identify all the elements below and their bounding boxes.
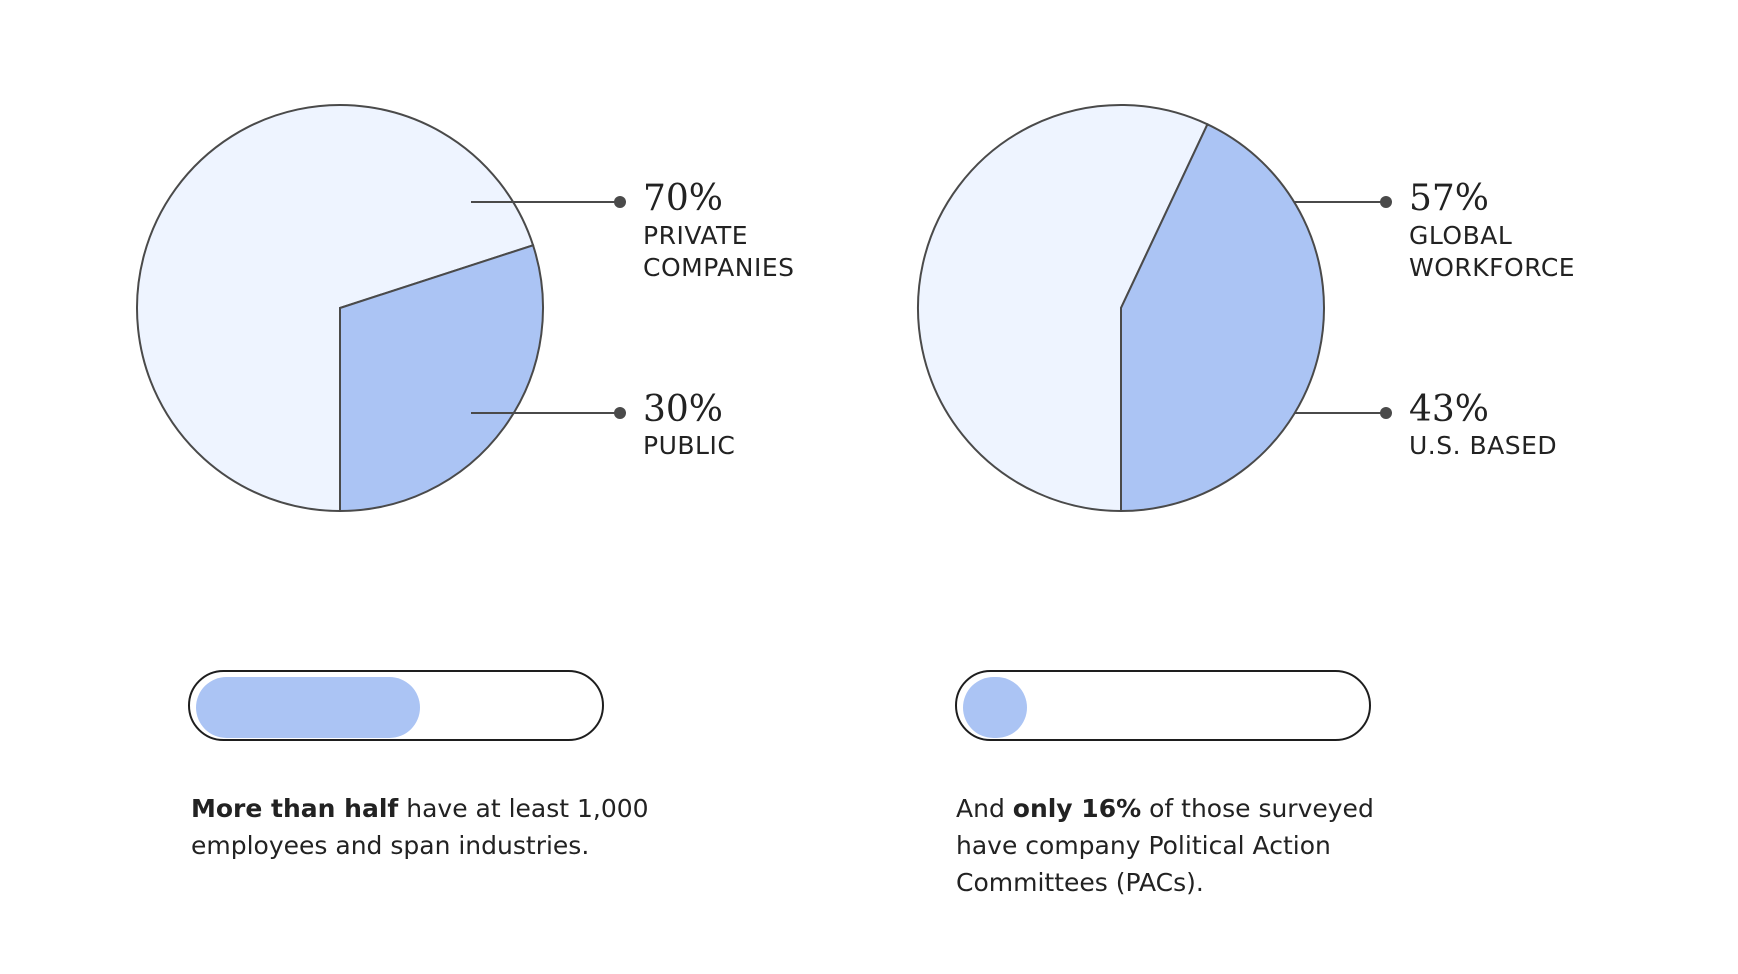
pie-slice-private-companies — [136, 104, 535, 513]
leader-dot — [1380, 196, 1392, 208]
progress-bar-pacs — [955, 670, 1371, 741]
caption-emphasis: only 16% — [1012, 794, 1142, 823]
leader-dot — [614, 196, 626, 208]
leader-dot — [1380, 407, 1392, 419]
pie-slice-u-s-based — [1120, 122, 1325, 513]
caption-prefix: And — [956, 794, 1013, 823]
caption-body: of those surveyed have company Political… — [956, 794, 1374, 897]
slice-2-percent-label: 30% — [643, 389, 724, 430]
caption-pacs: And only 16% of those surveyed have comp… — [956, 790, 1426, 901]
caption-emphasis: More than half — [191, 794, 399, 823]
pie-slice-global-workforce — [917, 104, 1209, 513]
slice-1-category-label: GLOBAL WORKFORCE — [1409, 221, 1576, 282]
pie-chart-workforce — [917, 104, 1325, 513]
progress-fill — [963, 677, 1027, 738]
leader-dot — [614, 407, 626, 419]
progress-bar-employees — [188, 670, 604, 741]
slice-2-category-label: U.S. BASED — [1409, 431, 1558, 460]
slice-1-percent-label: 57% — [1409, 178, 1490, 219]
pie-chart-company-type — [136, 104, 544, 513]
slice-1-category-label: PRIVATE COMPANIES — [643, 221, 795, 282]
progress-fill — [196, 677, 420, 738]
slice-2-percent-label: 43% — [1409, 389, 1490, 430]
pie-slice-public — [339, 244, 544, 513]
slice-1-percent-label: 70% — [643, 178, 724, 219]
caption-body: have at least 1,000 employees and span i… — [191, 794, 649, 860]
slice-2-category-label: PUBLIC — [643, 431, 736, 460]
caption-employees: More than half have at least 1,000 emplo… — [191, 790, 661, 864]
